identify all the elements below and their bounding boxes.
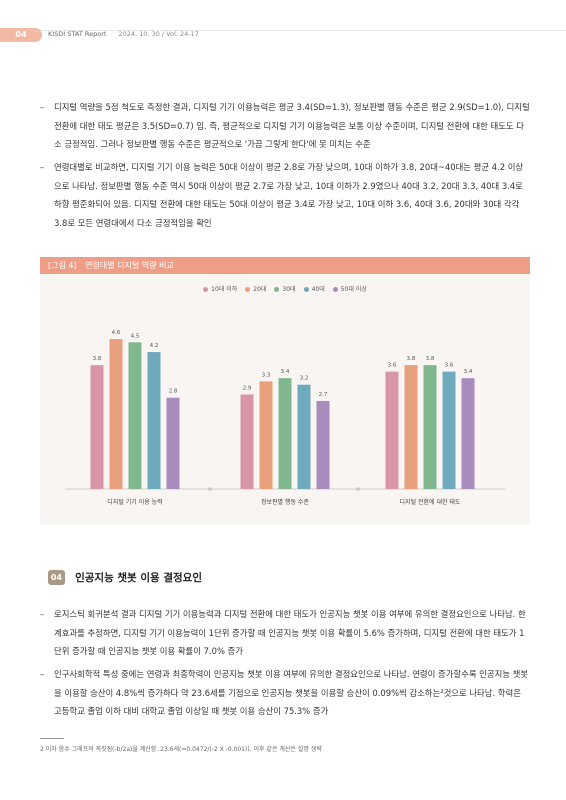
data-label: 2.8 (169, 389, 178, 395)
data-label: 2.9 (243, 385, 252, 391)
legend-item: 30대 (274, 284, 296, 293)
legend-swatch (332, 287, 338, 292)
bar (385, 371, 399, 489)
legend-label: 40대 (311, 286, 325, 293)
legend-swatch (245, 287, 251, 292)
paragraph-logistic: – 로지스틱 회귀분석 결과 디지털 기기 이용능력과 디지털 전환에 대한 태… (40, 605, 530, 661)
legend-item: 10대 이하 (203, 284, 237, 293)
data-label: 3.8 (93, 356, 102, 362)
running-header: KISDI STAT Report 2024. 10. 30 / Vol. 24… (48, 30, 199, 38)
data-label: 2.7 (319, 392, 328, 398)
bar (461, 378, 475, 489)
paragraph-text: 인구사회학적 특성 중에는 연령과 최종학력이 인공지능 챗봇 이용 여부에 유… (54, 669, 529, 716)
issue-info: 2024. 10. 30 / Vol. 24-17 (118, 30, 199, 38)
figure-label: [그림 4] (48, 261, 77, 270)
bar (423, 365, 437, 489)
data-label: 3.8 (407, 356, 416, 362)
legend-item: 20대 (245, 284, 266, 293)
bar (316, 400, 330, 489)
paragraph-digital-score: – 디지털 역량을 5점 척도로 측정한 결과, 디지털 기기 이용능력은 평균… (40, 98, 530, 154)
legend-label: 10대 이하 (211, 286, 238, 293)
bar (128, 342, 142, 489)
data-label: 3.6 (445, 363, 454, 369)
legend-swatch (274, 287, 280, 292)
bullet-dash: – (40, 609, 45, 619)
section-heading: 04 인공지능 챗봇 이용 결정요인 (48, 567, 202, 585)
data-label: 4.6 (112, 330, 121, 336)
legend-swatch (303, 287, 309, 292)
data-label: 3.4 (464, 369, 473, 375)
figure-box: [그림 4] 연령대별 디지털 역량 비교 10대 이하 20대 30대 40대 50대… (40, 257, 530, 525)
data-label: 4.2 (150, 343, 159, 349)
bar (240, 394, 254, 489)
category-label: 디지털 전환에 대한 태도 (400, 498, 461, 506)
bar (278, 378, 292, 489)
data-label: 3.3 (262, 372, 271, 378)
bar (166, 397, 180, 489)
data-label: 3.8 (426, 356, 435, 362)
bullet-dash: – (40, 102, 45, 112)
chart-legend: 10대 이하 20대 30대 40대 50대 이상 (40, 284, 530, 293)
axis-tick (208, 487, 212, 491)
legend-label: 30대 (282, 286, 296, 293)
legend-label: 20대 (253, 286, 267, 293)
legend-label: 50대 이상 (340, 286, 367, 293)
bar-chart: 3.8 4.6 4.5 4.2 2.8 디지털 기기 이용 능력 2.9 3.3 3.4 3.2 2… (65, 330, 505, 506)
category-label: 디지털 기기 이용 능력 (107, 498, 162, 506)
data-label: 3.4 (281, 369, 290, 375)
section-title: 인공지능 챗봇 이용 결정요인 (75, 572, 202, 584)
page-number-tab: 04 (0, 28, 42, 42)
paragraph-demographics: – 인구사회학적 특성 중에는 연령과 최종학력이 인공지능 챗봇 이용 여부에… (40, 665, 530, 721)
paragraph-text: 연령대별로 비교하면, 디지털 기기 이용 능력은 50대 이상이 평균 2.8… (54, 162, 524, 228)
figure-title: 연령대별 디지털 역량 비교 (85, 261, 174, 270)
bullet-dash: – (40, 669, 45, 679)
footnote-rule (40, 738, 64, 739)
report-name: KISDI STAT Report (48, 30, 107, 38)
legend-item: 50대 이상 (332, 284, 367, 293)
data-label: 4.5 (131, 333, 140, 339)
footnote: 2 이차 함수 그래프의 꼭짓점(-b/2a)을 계산함. 23.6세(=0.0… (40, 746, 322, 753)
paragraph-text: 디지털 역량을 5점 척도로 측정한 결과, 디지털 기기 이용능력은 평균 3… (54, 102, 530, 149)
data-label: 3.2 (300, 376, 309, 382)
bullet-dash: – (40, 162, 45, 172)
axis-tick (356, 487, 360, 491)
bar (442, 371, 456, 489)
bar (147, 352, 161, 489)
bar (90, 365, 104, 489)
bar (259, 381, 273, 489)
category-label: 정보판별 행동 수준 (261, 498, 309, 506)
bar (297, 384, 311, 489)
bar (404, 365, 418, 489)
data-label: 3.6 (388, 363, 397, 369)
legend-item: 40대 (303, 284, 325, 293)
paragraph-age-comparison: – 연령대별로 비교하면, 디지털 기기 이용 능력은 50대 이상이 평균 2… (40, 158, 530, 232)
section-number: 04 (48, 570, 65, 585)
figure-title-bar: [그림 4] 연령대별 디지털 역량 비교 (40, 257, 530, 274)
bar (109, 339, 123, 489)
paragraph-text: 로지스틱 회귀분석 결과 디지털 기기 이용능력과 디지털 전환에 대한 태도가… (54, 609, 526, 656)
header-rule (0, 30, 566, 31)
legend-swatch (203, 287, 209, 292)
